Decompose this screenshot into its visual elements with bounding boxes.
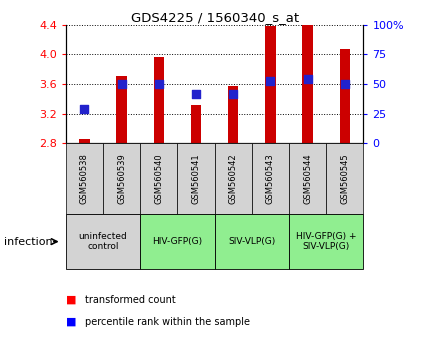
Text: GSM560542: GSM560542 <box>229 153 238 204</box>
Bar <box>140 143 178 214</box>
Bar <box>289 143 326 214</box>
Text: uninfected
control: uninfected control <box>79 232 128 251</box>
Text: HIV-GFP(G) +
SIV-VLP(G): HIV-GFP(G) + SIV-VLP(G) <box>296 232 357 251</box>
Bar <box>153 57 164 143</box>
Text: HIV-GFP(G): HIV-GFP(G) <box>153 237 202 246</box>
Bar <box>228 86 238 143</box>
Point <box>304 76 311 82</box>
Text: GSM560543: GSM560543 <box>266 153 275 204</box>
Text: GSM560540: GSM560540 <box>154 153 163 204</box>
Bar <box>79 139 90 143</box>
Text: GSM560545: GSM560545 <box>340 153 349 204</box>
Bar <box>178 143 215 214</box>
Bar <box>265 25 276 143</box>
Text: GSM560541: GSM560541 <box>192 153 201 204</box>
Bar <box>289 214 363 269</box>
Title: GDS4225 / 1560340_s_at: GDS4225 / 1560340_s_at <box>130 11 299 24</box>
Bar <box>340 49 350 143</box>
Text: GSM560544: GSM560544 <box>303 153 312 204</box>
Text: ■: ■ <box>66 295 76 304</box>
Text: infection: infection <box>4 236 53 247</box>
Bar <box>215 143 252 214</box>
Bar <box>215 214 289 269</box>
Point <box>341 81 348 87</box>
Bar <box>303 25 313 143</box>
Bar <box>116 76 127 143</box>
Text: GSM560539: GSM560539 <box>117 153 126 204</box>
Point <box>81 106 88 112</box>
Bar <box>252 143 289 214</box>
Text: transformed count: transformed count <box>85 295 176 304</box>
Point <box>156 81 162 87</box>
Text: SIV-VLP(G): SIV-VLP(G) <box>228 237 275 246</box>
Bar <box>326 143 363 214</box>
Bar <box>140 214 215 269</box>
Text: percentile rank within the sample: percentile rank within the sample <box>85 317 250 327</box>
Text: ■: ■ <box>66 317 76 327</box>
Bar <box>191 105 201 143</box>
Bar <box>66 214 140 269</box>
Point <box>230 91 237 96</box>
Bar <box>66 143 103 214</box>
Bar <box>103 143 140 214</box>
Text: GSM560538: GSM560538 <box>80 153 89 204</box>
Point <box>118 81 125 87</box>
Point <box>267 78 274 83</box>
Point <box>193 91 199 96</box>
